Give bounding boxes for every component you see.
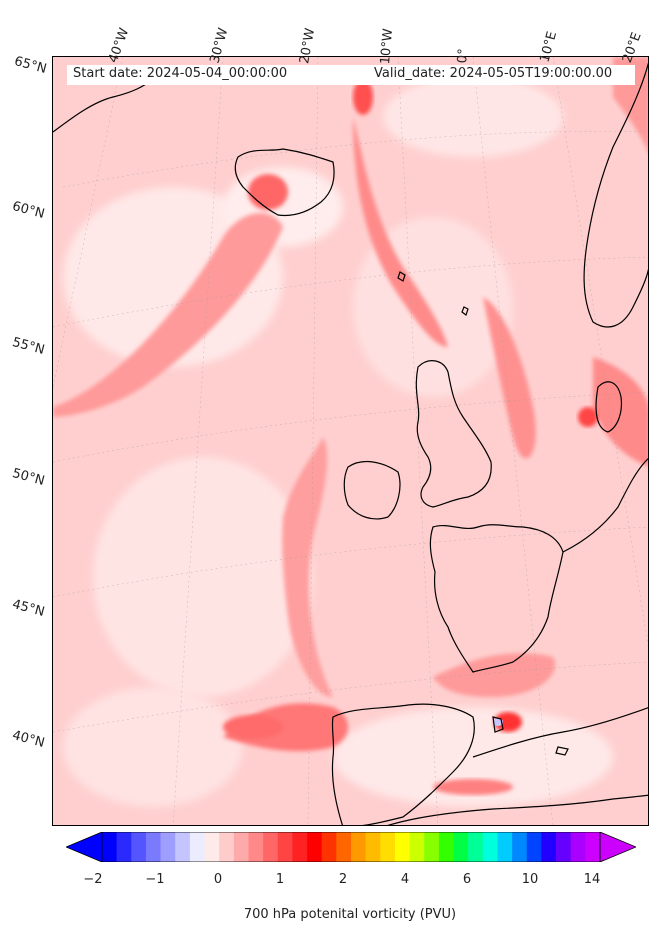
lat-label-50n: 50°N <box>10 466 47 489</box>
colorbar <box>66 832 636 862</box>
colorbar-segment <box>365 832 381 862</box>
colorbar-segment <box>438 832 454 862</box>
colorbar-tick-label: 0 <box>213 872 223 887</box>
colorbar-tick-label: −2 <box>83 872 103 887</box>
colorbar-segment <box>380 832 396 862</box>
colorbar-tick-label: −1 <box>145 872 165 887</box>
colorbar-segment <box>556 832 572 862</box>
lat-label-65n: 65°N <box>12 54 49 77</box>
colorbar-segment <box>219 832 235 862</box>
colorbar-segment <box>131 832 147 862</box>
colorbar-segment <box>145 832 161 862</box>
graticule <box>53 57 648 825</box>
colorbar-segment <box>189 832 205 862</box>
colorbar-segment <box>175 832 191 862</box>
colorbar-tick-label: 6 <box>462 872 472 887</box>
lat-label-40n: 40°N <box>10 728 47 751</box>
colorbar-segment <box>116 832 132 862</box>
pv-field-shading <box>53 57 648 825</box>
colorbar-segment <box>409 832 425 862</box>
map-panel <box>52 56 649 826</box>
colorbar-tick-label: 2 <box>338 872 348 887</box>
colorbar-segment <box>248 832 264 862</box>
colorbar-segment <box>512 832 528 862</box>
colorbar-segment <box>307 832 323 862</box>
valid-date-label: Valid_date: 2024-05-05T19:00:00.00 <box>374 66 613 81</box>
colorbar-segment <box>204 832 220 862</box>
start-date-label: Start date: 2024-05-04_00:00:00 <box>73 66 288 81</box>
colorbar-segment <box>585 832 601 862</box>
lat-label-45n: 45°N <box>10 597 47 620</box>
colorbar-segment <box>424 832 440 862</box>
colorbar-segment <box>263 832 279 862</box>
colorbar-under-triangle <box>66 832 103 862</box>
lon-label-0: 0° <box>455 47 472 64</box>
colorbar-segment <box>351 832 366 862</box>
colorbar-tick-label: 1 <box>275 872 285 887</box>
lat-label-60n: 60°N <box>10 199 47 222</box>
colorbar-segment <box>394 832 410 862</box>
potential-vorticity-field <box>53 57 648 825</box>
colorbar-segment <box>497 832 513 862</box>
colorbar-segment <box>336 832 352 862</box>
colorbar-tick-label: 4 <box>400 872 410 887</box>
colorbar-frame <box>101 832 601 862</box>
colorbar-segment <box>482 832 498 862</box>
coastlines <box>53 62 648 825</box>
colorbar-segment <box>233 832 249 862</box>
colorbar-segment <box>526 832 542 862</box>
colorbar-tick-label: 10 <box>521 872 539 887</box>
lon-label-10w: 10°W <box>378 27 397 65</box>
colorbar-segment <box>160 832 176 862</box>
title-banner <box>67 65 635 85</box>
colorbar-segment <box>292 832 308 862</box>
colorbar-segment <box>277 832 293 862</box>
colorbar-tick-label: 14 <box>583 872 601 887</box>
colorbar-segment <box>468 832 484 862</box>
colorbar-segment <box>453 832 469 862</box>
colorbar-label: 700 hPa potenital vorticity (PVU) <box>243 907 457 922</box>
colorbar-segment <box>321 832 337 862</box>
colorbar-segment <box>570 832 586 862</box>
colorbar-over-triangle <box>599 832 636 862</box>
colorbar-segment <box>541 832 557 862</box>
lat-label-55n: 55°N <box>10 335 47 358</box>
colorbar-segment <box>102 832 117 862</box>
